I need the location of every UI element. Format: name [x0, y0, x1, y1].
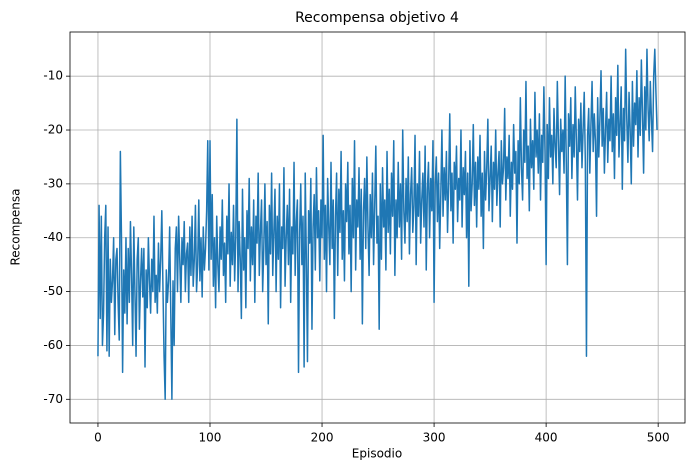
series-line: [97, 48, 658, 401]
x-tick-label: 0: [94, 431, 102, 445]
y-tick-label: -70: [43, 392, 63, 406]
y-axis-label: Recompensa: [9, 188, 23, 265]
x-tick-label: 300: [423, 431, 446, 445]
x-tick-label: 500: [647, 431, 670, 445]
plot-frame: [69, 31, 686, 424]
x-tick-label: 100: [199, 431, 222, 445]
y-tick-label: -60: [43, 338, 63, 352]
y-tick-label: -20: [43, 123, 63, 137]
y-tick-label: -40: [43, 230, 63, 244]
x-tick-label: 400: [535, 431, 558, 445]
y-tick-label: -30: [43, 176, 63, 190]
y-tick-label: -10: [43, 69, 63, 83]
chart-title: Recompensa objetivo 4: [295, 10, 459, 26]
x-axis-label: Episodio: [352, 447, 402, 461]
x-tick-label: 200: [311, 431, 334, 445]
y-tick-label: -50: [43, 284, 63, 298]
